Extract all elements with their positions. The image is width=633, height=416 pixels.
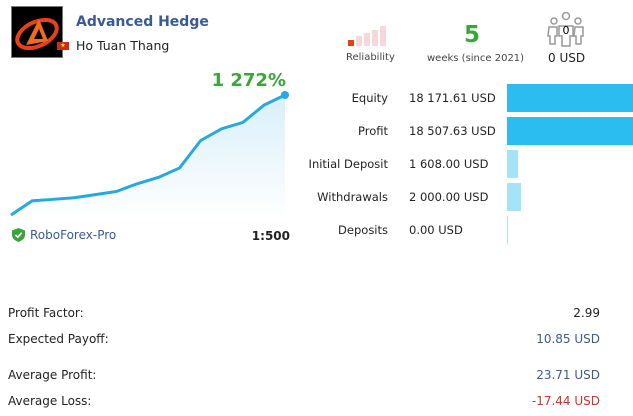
stat-value: 10.85 USD	[536, 332, 600, 346]
subscribers-funds: 0 USD	[548, 51, 586, 65]
stat-row: Expected Payoff: 10.85 USD	[8, 332, 600, 346]
metric-value: 18 507.63 USD	[409, 124, 496, 138]
stat-label: Profit Factor:	[8, 306, 84, 320]
stat-label: Expected Payoff:	[8, 332, 109, 346]
stat-row: Average Profit: 23.71 USD	[8, 368, 600, 382]
metric-bar	[507, 216, 508, 244]
verified-shield-icon	[12, 228, 25, 242]
growth-end-point	[281, 91, 289, 99]
metric-row: Deposits 0.00 USD	[300, 216, 633, 244]
metric-row: Profit 18 507.63 USD	[300, 117, 633, 145]
metric-label: Deposits	[338, 223, 388, 237]
metric-bar	[507, 150, 519, 178]
metric-label: Equity	[351, 91, 388, 105]
stat-row: Profit Factor: 2.99	[8, 306, 600, 320]
growth-chart	[10, 91, 289, 220]
stat-row: Average Loss: -17.44 USD	[8, 394, 600, 408]
metric-row: Equity 18 171.61 USD	[300, 84, 633, 112]
broker-name: RoboForex-Pro	[30, 228, 117, 242]
subscribers-icon: 0	[546, 11, 586, 52]
subscribers-count: 0	[563, 24, 570, 37]
stat-value: -17.44 USD	[531, 394, 600, 408]
metric-label: Withdrawals	[317, 190, 388, 204]
growth-line	[10, 93, 286, 217]
growth-percent: 1 272%	[211, 70, 286, 91]
stat-value: 2.99	[573, 306, 600, 320]
stat-label: Average Loss:	[8, 394, 92, 408]
leverage: 1:500	[251, 229, 290, 243]
signal-logo	[11, 6, 63, 58]
metric-row: Withdrawals 2 000.00 USD	[300, 183, 633, 211]
author-name[interactable]: Ho Tuan Thang	[76, 38, 170, 53]
metric-bar	[507, 84, 633, 112]
metric-value: 2 000.00 USD	[409, 190, 489, 204]
metric-value: 18 171.61 USD	[409, 91, 496, 105]
vietnam-flag-icon: ★	[57, 42, 69, 50]
signal-title[interactable]: Advanced Hedge	[76, 14, 209, 30]
metric-row: Initial Deposit 1 608.00 USD	[300, 150, 633, 178]
metric-value: 1 608.00 USD	[409, 157, 489, 171]
reliability-indicator	[348, 26, 388, 46]
growth-area	[11, 95, 285, 220]
stat-label: Average Profit:	[8, 368, 97, 382]
weeks-label: weeks (since 2021)	[427, 53, 525, 64]
metric-value: 0.00 USD	[409, 223, 463, 237]
weeks-count: 5	[463, 22, 480, 48]
metric-bar	[507, 183, 521, 211]
metric-label: Initial Deposit	[308, 157, 388, 171]
stat-value: 23.71 USD	[536, 368, 600, 382]
reliability-label: Reliability	[346, 52, 395, 63]
metric-label: Profit	[358, 124, 388, 138]
metric-bar	[507, 117, 633, 145]
broker[interactable]: RoboForex-Pro	[12, 228, 116, 242]
